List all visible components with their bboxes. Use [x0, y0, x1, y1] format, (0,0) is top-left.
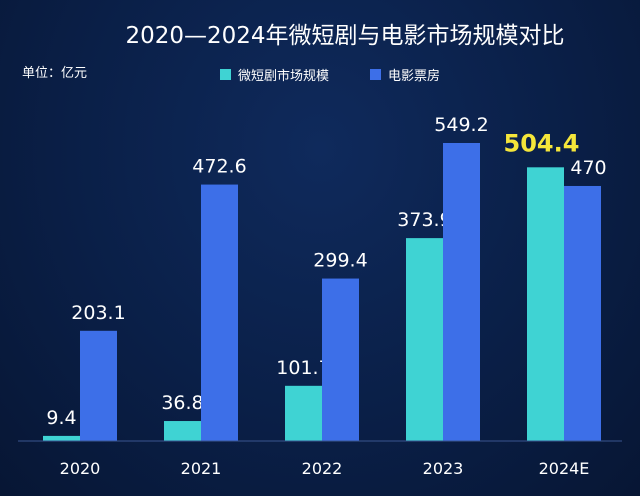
chart-title: 2020—2024年微短剧与电影市场规模对比 — [125, 23, 564, 49]
bar-micro-drama-2024E — [527, 167, 564, 441]
value-label-micro-drama-2024E: 504.4 — [504, 129, 580, 157]
x-tick-2020: 2020 — [60, 459, 101, 478]
value-label-box-office-2020: 203.1 — [71, 302, 125, 324]
value-label-box-office-2023: 549.2 — [434, 114, 488, 136]
bar-box-office-2021 — [201, 184, 238, 442]
bar-micro-drama-2021 — [164, 421, 201, 441]
value-label-micro-drama-2020: 9.4 — [46, 407, 76, 429]
value-label-box-office-2021: 472.6 — [192, 156, 246, 178]
value-label-box-office-2024E: 470 — [570, 157, 606, 179]
bar-box-office-2022 — [322, 278, 359, 441]
x-tick-2023: 2023 — [423, 459, 464, 478]
legend-swatch-box-office — [370, 69, 381, 80]
value-label-box-office-2022: 299.4 — [313, 250, 367, 272]
unit-label: 单位：亿元 — [22, 66, 87, 81]
legend-label-box-office: 电影票房 — [388, 68, 440, 84]
legend-swatch-micro-drama — [220, 69, 231, 80]
value-label-micro-drama-2021: 36.8 — [161, 392, 203, 414]
legend: 微短剧市场规模 电影票房 — [220, 68, 440, 84]
x-axis-ticks: 2020 2021 2022 2023 2024E — [60, 459, 590, 478]
x-tick-2024E: 2024E — [539, 459, 590, 478]
bar-box-office-2023 — [443, 143, 480, 441]
bar-box-office-2024E — [564, 185, 601, 441]
plot-area: 9.4 203.1 36.8 472.6 101.7 299.4 373.9 549.2 504… — [43, 114, 607, 442]
value-label-micro-drama-2023: 373.9 — [397, 209, 451, 231]
legend-label-micro-drama: 微短剧市场规模 — [238, 68, 329, 84]
value-label-micro-drama-2022: 101.7 — [276, 357, 330, 379]
x-tick-2021: 2021 — [181, 459, 222, 478]
bar-micro-drama-2023 — [406, 238, 443, 441]
x-tick-2022: 2022 — [302, 459, 343, 478]
bar-micro-drama-2022 — [285, 385, 322, 441]
bar-micro-drama-2020 — [43, 435, 80, 441]
bar-box-office-2020 — [80, 330, 117, 441]
